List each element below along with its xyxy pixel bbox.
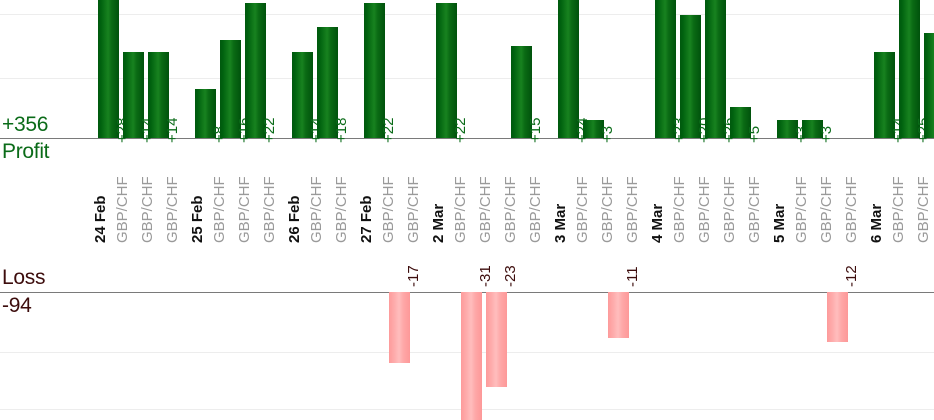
profit-bar[interactable] — [558, 0, 579, 138]
date-group-label: 26 Feb — [286, 195, 303, 243]
profit-bar[interactable] — [655, 0, 676, 138]
trade-column[interactable]: +3 GBP/CHF — [801, 0, 835, 420]
instrument-label: GBP/CHF — [261, 176, 278, 243]
gridline — [0, 78, 934, 79]
profit-bar[interactable] — [245, 3, 266, 138]
profit-bar[interactable] — [148, 52, 169, 138]
trade-column[interactable]: +5 GBP/CHF — [729, 0, 763, 420]
profit-value-label: +15 — [527, 117, 544, 143]
profit-bar[interactable] — [705, 0, 726, 138]
date-group-label: 2 Mar — [430, 203, 447, 243]
loss-bar[interactable] — [486, 292, 507, 387]
instrument-label: GBP/CHF — [527, 176, 544, 243]
loss-bar[interactable] — [827, 292, 848, 342]
trade-column[interactable]: +26GBP/CHF — [704, 0, 738, 420]
profit-bar[interactable] — [317, 27, 338, 138]
trade-column[interactable]: +16GBP/CHF — [219, 0, 253, 420]
gridline — [0, 14, 934, 15]
profit-bar[interactable] — [123, 52, 144, 138]
trade-column[interactable]: -12 GBP/CHF — [826, 0, 860, 420]
profit-bar[interactable] — [730, 107, 751, 138]
date-group-label: 4 Mar — [649, 203, 666, 243]
instrument-label: GBP/CHF — [624, 176, 641, 243]
trade-column[interactable]: -17 GBP/CHF — [388, 0, 422, 420]
profit-value-label: +14 — [164, 117, 181, 143]
trade-column[interactable]: +20GBP/CHF — [679, 0, 713, 420]
instrument-label: GBP/CHF — [164, 176, 181, 243]
profit-bar[interactable] — [583, 120, 604, 138]
loss-value-label: -12 — [843, 265, 860, 287]
profit-bar[interactable] — [98, 0, 119, 138]
profit-bar[interactable] — [874, 52, 895, 138]
loss-bar[interactable] — [461, 292, 482, 420]
trade-column[interactable]: +22 GBP/CHF 27 Feb — [358, 0, 397, 420]
trade-column[interactable]: +25GBP/CHF — [898, 0, 932, 420]
loss-value-label: -11 — [624, 266, 641, 287]
date-group-label: 6 Mar — [868, 203, 885, 243]
profit-bar[interactable] — [292, 52, 313, 138]
profit-total-label: +356 — [2, 113, 49, 136]
profit-bar[interactable] — [680, 15, 701, 138]
loss-bar[interactable] — [608, 292, 629, 338]
date-group-label: 27 Feb — [358, 195, 375, 243]
profit-bar[interactable] — [436, 3, 457, 138]
loss-bar[interactable] — [389, 292, 410, 363]
profit-value-label: +18 — [333, 117, 350, 143]
trade-column[interactable]: -31 GBP/CHF — [460, 0, 494, 420]
loss-total-label: -94 — [2, 294, 32, 317]
trade-column[interactable]: +22 GBP/CHF — [244, 0, 278, 420]
instrument-label: GBP/CHF — [405, 176, 422, 243]
trade-column[interactable]: +22 GBP/CHF 2 Mar — [430, 0, 469, 420]
profit-bar[interactable] — [220, 40, 241, 138]
date-group-label: 5 Mar — [771, 203, 788, 243]
loss-axis-label: Loss — [2, 266, 46, 289]
profit-bar[interactable] — [511, 46, 532, 138]
profit-axis-label: Profit — [2, 140, 50, 163]
trade-column[interactable]: +18 GBP/CHF — [316, 0, 350, 420]
date-group-label: 3 Mar — [552, 203, 569, 243]
profit-bar[interactable] — [195, 89, 216, 138]
profit-value-label: +5 — [746, 125, 763, 143]
trade-column[interactable]: -11 GBP/CHF — [607, 0, 641, 420]
profit-bar[interactable] — [364, 3, 385, 138]
trade-column[interactable]: +3 GBP/CHF — [582, 0, 616, 420]
profit-baseline — [0, 138, 934, 139]
profit-value-label: +22 — [261, 117, 278, 143]
date-group-label: 25 Feb — [189, 195, 206, 243]
trade-column[interactable]: +15 GBP/CHF — [510, 0, 544, 420]
profit-bar[interactable] — [924, 33, 934, 138]
date-group-label: 24 Feb — [92, 195, 109, 243]
loss-value-label: -17 — [405, 265, 422, 287]
instrument-label: GBP/CHF — [746, 176, 763, 243]
profit-bar[interactable] — [802, 120, 823, 138]
profit-bar[interactable] — [899, 0, 920, 138]
profit-bar[interactable] — [777, 120, 798, 138]
instrument-label: GBP/CHF — [333, 176, 350, 243]
trade-column[interactable]: -23 GBP/CHF — [485, 0, 519, 420]
instrument-label: GBP/CHF — [843, 176, 860, 243]
trade-column[interactable]: +14 GBP/CHF — [147, 0, 181, 420]
